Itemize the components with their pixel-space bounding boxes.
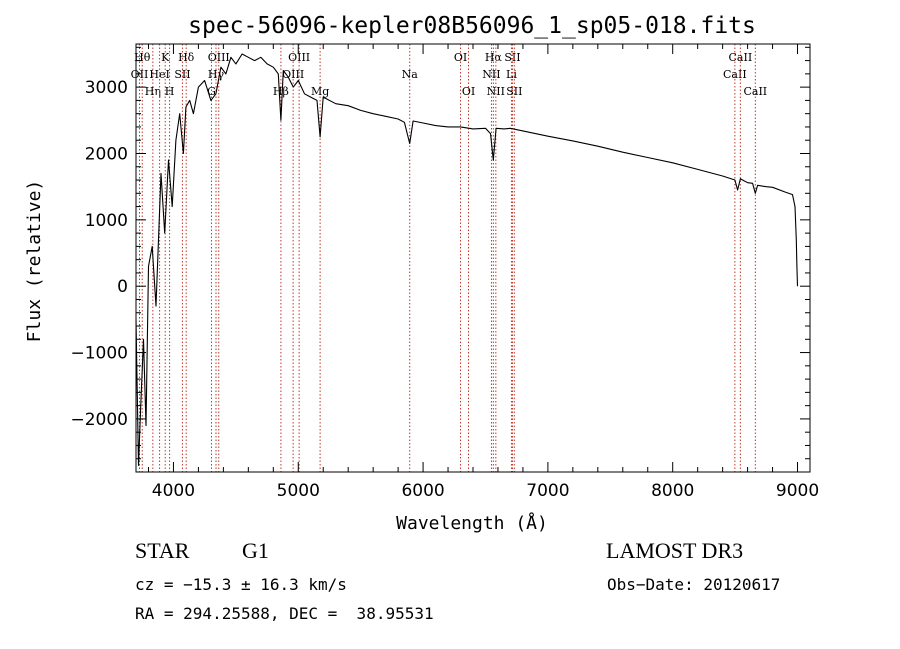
line-label-10: OIII xyxy=(208,51,230,64)
line-label-0: Hθ xyxy=(134,51,151,64)
coordinates: RA = 294.25588, DEC = 38.95531 xyxy=(135,604,434,623)
redshift-velocity: cz = −15.3 ± 16.3 km/s xyxy=(135,575,347,594)
x-tick-label-0: 4000 xyxy=(152,481,195,501)
line-label-23: SII xyxy=(506,85,522,98)
x-axis-label: Wavelength (Å) xyxy=(396,512,548,534)
line-label-4: K xyxy=(161,51,170,64)
line-label-8: G xyxy=(207,85,216,98)
y-tick-label-1: −1000 xyxy=(70,344,128,364)
y-tick-label-0: −2000 xyxy=(70,410,128,430)
object-subclass: G1 xyxy=(242,538,269,563)
line-label-18: NII xyxy=(482,68,500,81)
line-label-11: Hβ xyxy=(273,85,289,98)
line-label-5: H xyxy=(165,85,175,98)
object-class: STAR xyxy=(135,538,190,563)
y-axis-label: Flux (relative) xyxy=(24,180,45,343)
y-tick-label-4: 2000 xyxy=(85,144,128,164)
chart-title: spec-56096-kepler08B56096_1_sp05-018.fit… xyxy=(188,13,756,39)
y-tick-label-5: 3000 xyxy=(85,78,128,98)
line-label-14: Mg xyxy=(311,85,329,98)
y-tick-label-3: 1000 xyxy=(85,211,128,231)
line-label-25: CaII xyxy=(729,51,753,64)
x-tick-label-4: 8000 xyxy=(651,481,694,501)
line-label-15: Na xyxy=(402,68,419,81)
line-label-2: Hη xyxy=(145,85,161,98)
line-label-13: OIII xyxy=(288,51,310,64)
plot-frame xyxy=(135,43,811,473)
survey-name: LAMOST DR3 xyxy=(606,538,744,563)
x-tick-label-3: 7000 xyxy=(526,481,569,501)
line-label-24: CaII xyxy=(723,68,747,81)
line-label-17: OI xyxy=(462,85,475,98)
x-tick-label-1: 5000 xyxy=(277,481,320,501)
line-label-22: Li xyxy=(506,68,517,81)
spectral-line-markers: Hθ OII Hη HeI K H SII Hδ G Hγ OIII Hβ OIII OIII Mg Na OI… xyxy=(131,44,767,472)
line-label-16: OI xyxy=(454,51,467,64)
line-label-12: OIII xyxy=(282,68,304,81)
observation-date: Obs−Date: 20120617 xyxy=(607,575,781,594)
x-tick-label-2: 6000 xyxy=(401,481,444,501)
line-label-9: Hγ xyxy=(208,68,225,81)
line-label-6: SII xyxy=(174,68,190,81)
line-label-7: Hδ xyxy=(178,51,195,64)
axes: 4000 5000 6000 7000 8000 9000 −2000 −1000 0 1000 2… xyxy=(70,44,819,501)
spectrum-series xyxy=(135,53,799,466)
line-label-21: SII xyxy=(504,51,520,64)
line-label-26: CaII xyxy=(743,85,767,98)
flux-line xyxy=(135,53,799,466)
line-label-20: NII xyxy=(487,85,505,98)
x-tick-label-5: 9000 xyxy=(776,481,819,501)
y-tick-label-2: 0 xyxy=(117,277,128,297)
line-label-3: HeI xyxy=(149,68,169,81)
line-label-19: Hα xyxy=(485,51,503,64)
line-label-1: OII xyxy=(131,68,149,81)
